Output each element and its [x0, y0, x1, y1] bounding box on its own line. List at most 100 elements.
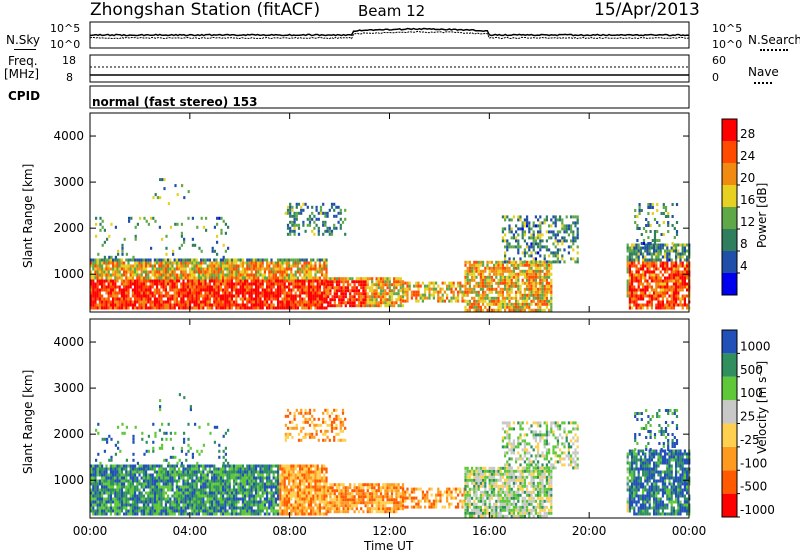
heatmap-cell [136, 467, 139, 471]
heatmap-cell [532, 221, 535, 225]
heatmap-cell [158, 261, 161, 265]
heatmap-cell [193, 288, 196, 292]
heatmap-cell [428, 287, 431, 291]
heatmap-cell [162, 488, 165, 492]
heatmap-cell [160, 494, 163, 498]
heatmap-cell [466, 269, 469, 273]
heatmap-cell [101, 476, 104, 480]
heatmap-cell [631, 279, 634, 283]
heatmap-cell [114, 464, 117, 468]
heatmap-cell [208, 494, 211, 498]
heatmap-cell [631, 291, 634, 295]
heatmap-cell [99, 216, 102, 220]
heatmap-cell [329, 289, 332, 293]
heatmap-cell [109, 506, 112, 510]
heatmap-cell [114, 291, 117, 295]
heatmap-cell [379, 301, 383, 305]
heatmap-cell [366, 298, 369, 302]
heatmap-cell [145, 279, 148, 283]
heatmap-cell [312, 300, 315, 304]
heatmap-cell [466, 281, 469, 285]
heatmap-cell [167, 270, 170, 274]
heatmap-cell [640, 233, 643, 236]
heatmap-cell [147, 473, 150, 477]
heatmap-cell [523, 272, 526, 276]
heatmap-cell [299, 270, 302, 274]
heatmap-cell [107, 261, 110, 265]
heatmap-cell [96, 479, 99, 483]
heatmap-cell [239, 306, 242, 310]
heatmap-cell [162, 494, 165, 498]
heatmap-cell [661, 246, 664, 250]
heatmap-cell [191, 288, 194, 292]
heatmap-cell [230, 303, 233, 307]
heatmap-cell [523, 281, 526, 285]
heatmap-cell [248, 285, 251, 289]
heatmap-cell [167, 282, 170, 286]
heatmap-cell [497, 266, 500, 270]
heatmap-cell [116, 500, 119, 504]
heatmap-cell [171, 306, 174, 310]
heatmap-cell [362, 295, 365, 299]
heatmap-cell [178, 264, 181, 268]
heatmap-cell [206, 258, 209, 262]
heatmap-cell [401, 292, 405, 296]
heatmap-cell [118, 494, 121, 498]
heatmap-cell [274, 291, 277, 295]
heatmap-cell [373, 295, 376, 299]
heatmap-cell [118, 288, 121, 292]
heatmap-cell [290, 291, 293, 295]
heatmap-cell [642, 273, 645, 277]
heatmap-cell [672, 291, 675, 295]
heatmap-cell [631, 300, 634, 304]
heatmap-cell [379, 292, 383, 296]
heatmap-cell [355, 298, 358, 302]
heatmap-cell [296, 288, 299, 292]
heatmap-cell [162, 306, 165, 310]
heatmap-cell [479, 272, 482, 276]
heatmap-cell [153, 282, 156, 286]
heatmap-cell [479, 275, 482, 279]
heatmap-cell [94, 500, 97, 504]
heatmap-cell [415, 281, 418, 285]
heatmap-cell [142, 264, 145, 268]
heatmap-cell [521, 299, 524, 303]
heatmap-cell [173, 506, 176, 510]
heatmap-cell [248, 467, 251, 471]
heatmap-cell [294, 300, 297, 304]
heatmap-cell [675, 255, 678, 259]
heatmap-cell [653, 264, 656, 268]
heatmap-cell [512, 281, 515, 285]
heatmap-cell [466, 299, 469, 303]
heatmap-cell [213, 503, 216, 507]
heatmap-cell [138, 264, 141, 268]
heatmap-cell [180, 222, 183, 226]
heatmap-cell [675, 246, 678, 250]
heatmap-cell [666, 306, 669, 310]
heatmap-cell [457, 284, 460, 288]
heatmap-cell [239, 279, 242, 283]
heatmap-cell [526, 245, 529, 249]
heatmap-cell [397, 283, 400, 287]
heatmap-cell [244, 291, 247, 295]
heatmap-cell [94, 485, 97, 489]
heatmap-cell [664, 303, 667, 307]
heatmap-cell [149, 509, 152, 513]
heatmap-cell [637, 306, 640, 310]
heatmap-cell [508, 266, 511, 270]
heatmap-cell [259, 506, 262, 510]
heatmap-cell [184, 473, 187, 477]
heatmap-cell [670, 264, 673, 268]
heatmap-cell [118, 488, 121, 492]
heatmap-cell [312, 285, 315, 289]
heatmap-cell [650, 300, 653, 304]
heatmap-cell [548, 284, 551, 288]
heatmap-cell [239, 467, 242, 471]
heatmap-cell [237, 467, 240, 471]
heatmap-cell [537, 224, 540, 228]
heatmap-cell [138, 261, 141, 265]
heatmap-cell [545, 293, 548, 297]
heatmap-cell [379, 277, 383, 281]
heatmap-cell [149, 297, 152, 301]
heatmap-cell [326, 229, 329, 233]
